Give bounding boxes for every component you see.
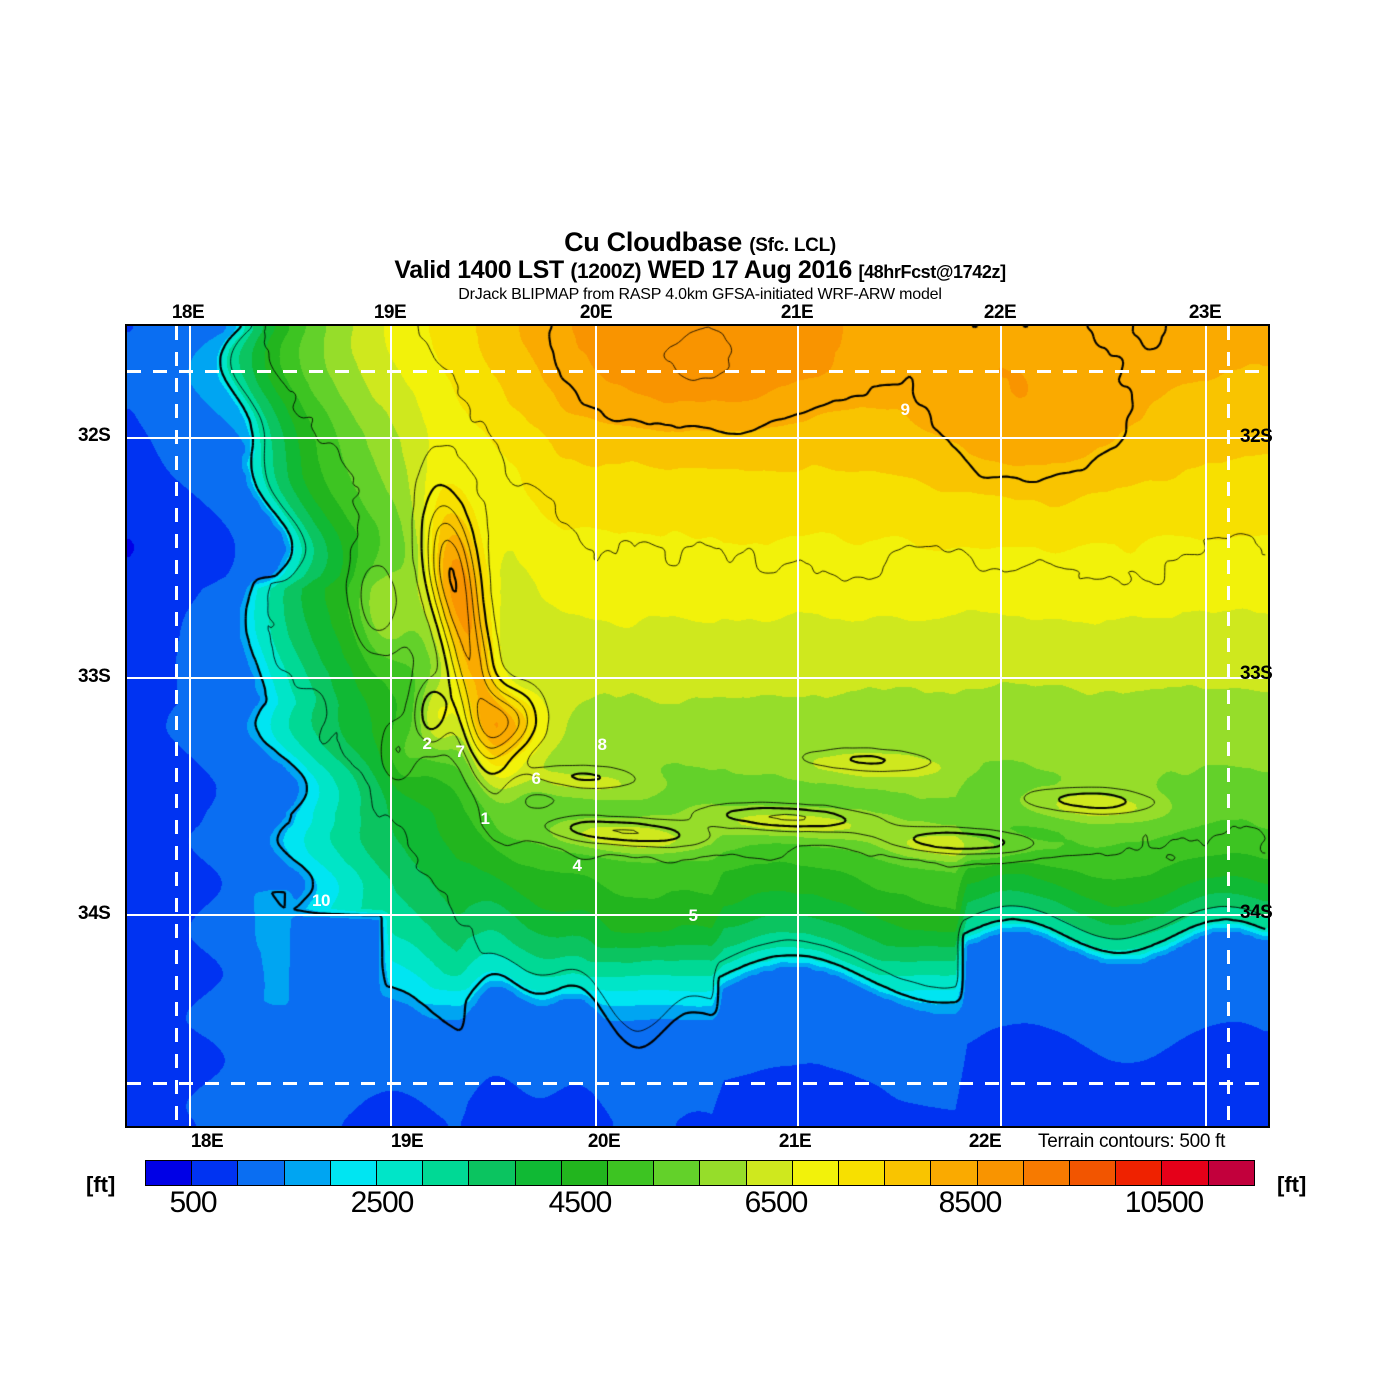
- domain-boundary-left: [175, 326, 178, 1126]
- colorbar-segment: [1162, 1161, 1209, 1185]
- axis-label-lat-left: 34S: [78, 903, 111, 924]
- forecast-tag: [48hrFcst@1742z]: [858, 262, 1006, 283]
- colorbar[interactable]: [145, 1160, 1255, 1186]
- waypoint-label: 1: [480, 809, 490, 828]
- axis-label-lon-top: 23E: [1188, 302, 1222, 323]
- gridline-lat-33s: [127, 677, 1268, 679]
- colorbar-segment: [1208, 1161, 1254, 1185]
- colorbar-segment: [931, 1161, 978, 1185]
- colorbar-segment: [839, 1161, 886, 1185]
- gridline-lat-34s: [127, 914, 1268, 916]
- waypoint-label: 4: [572, 856, 582, 875]
- colorbar-segment: [469, 1161, 516, 1185]
- colorbar-segment: [1070, 1161, 1117, 1185]
- gridline-lon-19e: [390, 326, 392, 1126]
- domain-boundary-right: [1227, 326, 1230, 1126]
- colorbar-segment: [608, 1161, 655, 1185]
- waypoint-label: 2: [422, 734, 432, 753]
- cloudbase-field-canvas: [127, 326, 1268, 1126]
- colorbar-tick-label: 8500: [938, 1186, 1003, 1219]
- valid-date: WED 17 Aug 2016: [647, 256, 853, 285]
- chart-title: Cu Cloudbase (Sfc. LCL): [0, 228, 1400, 256]
- waypoint-label: 8: [597, 735, 607, 754]
- axis-label-lat-right: 33S: [1240, 663, 1273, 684]
- chart-title-sub: (Sfc. LCL): [749, 235, 836, 256]
- colorbar-tick-label: 10500: [1124, 1186, 1204, 1219]
- axis-label-lon-top: 20E: [579, 302, 613, 323]
- waypoint-label: 7: [455, 742, 465, 761]
- gridline-lon-22e: [1000, 326, 1002, 1126]
- title-block: Cu Cloudbase (Sfc. LCL) Valid 1400 LST (…: [0, 228, 1400, 303]
- colorbar-unit-right: [ft]: [1277, 1172, 1307, 1197]
- axis-label-lon-top: 18E: [171, 302, 205, 323]
- colorbar-segment: [1023, 1161, 1071, 1185]
- colorbar-segment: [284, 1161, 331, 1185]
- valid-prefix: Valid 1400 LST: [394, 256, 564, 285]
- colorbar-segment: [654, 1161, 701, 1185]
- colorbar-segment: [1116, 1161, 1163, 1185]
- colorbar-segment: [515, 1161, 562, 1185]
- colorbar-segment: [330, 1161, 378, 1185]
- gridline-lon-23e: [1205, 326, 1207, 1126]
- chart-title-main: Cu Cloudbase: [564, 227, 742, 257]
- colorbar-tick-label: 4500: [548, 1186, 613, 1219]
- colorbar-tick-label: 2500: [350, 1186, 415, 1219]
- colorbar-segment: [561, 1161, 609, 1185]
- colorbar-segment: [700, 1161, 747, 1185]
- valid-z-time: (1200Z): [570, 260, 642, 284]
- axis-label-lon-top: 21E: [780, 302, 814, 323]
- gridline-lon-18e: [189, 326, 191, 1126]
- colorbar-unit-left: [ft]: [86, 1172, 116, 1197]
- map-plot-area[interactable]: [125, 324, 1270, 1128]
- colorbar-segment: [792, 1161, 840, 1185]
- chart-valid-line: Valid 1400 LST (1200Z) WED 17 Aug 2016 […: [0, 257, 1400, 283]
- axis-label-lat-right: 34S: [1240, 902, 1273, 923]
- colorbar-segment: [238, 1161, 285, 1185]
- waypoint-label: 5: [688, 906, 698, 925]
- model-source-line: DrJack BLIPMAP from RASP 4.0km GFSA-init…: [458, 285, 942, 303]
- colorbar-segment: [377, 1161, 424, 1185]
- axis-label-lon-bottom: 18E: [190, 1131, 224, 1152]
- axis-label-lon-bottom: 22E: [968, 1131, 1002, 1152]
- axis-label-lon-top: 22E: [983, 302, 1017, 323]
- domain-boundary-top: [127, 370, 1268, 373]
- axis-label-lon-bottom: 20E: [587, 1131, 621, 1152]
- colorbar-segment: [885, 1161, 932, 1185]
- axis-label-lon-bottom: 21E: [778, 1131, 812, 1152]
- domain-boundary-bottom: [127, 1082, 1268, 1085]
- terrain-contour-note: Terrain contours: 500 ft: [1038, 1131, 1226, 1152]
- waypoint-label: 10: [312, 891, 330, 910]
- gridline-lon-21e: [797, 326, 799, 1126]
- colorbar-segment: [192, 1161, 239, 1185]
- colorbar-tick-label: 500: [169, 1186, 217, 1219]
- waypoint-label: 9: [900, 400, 910, 419]
- waypoint-label: 6: [531, 769, 541, 788]
- axis-label-lon-top: 19E: [373, 302, 407, 323]
- colorbar-segment: [746, 1161, 793, 1185]
- axis-label-lat-right: 32S: [1240, 426, 1273, 447]
- axis-label-lat-left: 32S: [78, 425, 111, 446]
- colorbar-tick-label: 6500: [744, 1186, 809, 1219]
- axis-label-lat-left: 33S: [78, 666, 111, 687]
- gridline-lat-32s: [127, 437, 1268, 439]
- colorbar-segment: [977, 1161, 1024, 1185]
- axis-label-lon-bottom: 19E: [390, 1131, 424, 1152]
- colorbar-segment: [423, 1161, 470, 1185]
- gridline-lon-20e: [595, 326, 597, 1126]
- colorbar-segment: [146, 1161, 193, 1185]
